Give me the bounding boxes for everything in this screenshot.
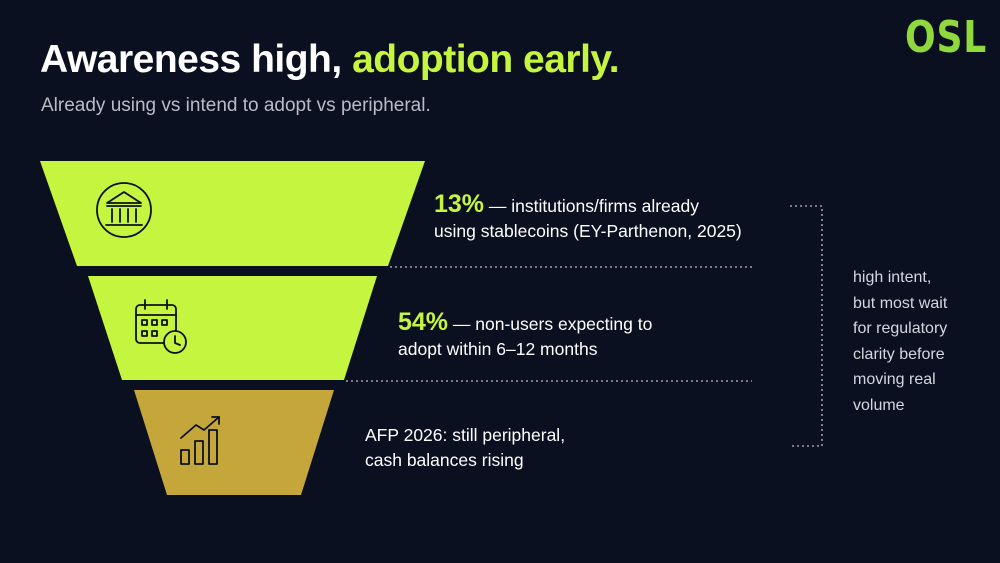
stage-1-percent: 13% bbox=[434, 190, 485, 218]
side-bracket bbox=[790, 205, 823, 447]
side-note: high intent, but most wait for regulator… bbox=[853, 265, 993, 418]
page-subtitle: Already using vs intend to adopt vs peri… bbox=[41, 95, 431, 116]
stage-2-line-1: — non-users expecting to bbox=[452, 314, 653, 334]
stage-2-percent: 54% bbox=[398, 308, 449, 336]
side-note-line: for regulatory bbox=[853, 320, 948, 337]
stage-2-text: 54% — non-users expecting to adopt withi… bbox=[398, 310, 652, 362]
title-accent: adoption early. bbox=[352, 38, 620, 81]
stage-3-line-1: AFP 2026: still peripheral, bbox=[365, 425, 566, 445]
bar-chart-growth-icon bbox=[180, 416, 220, 465]
stage-3-text: AFP 2026: still peripheral, cash balance… bbox=[365, 423, 565, 473]
page-title: Awareness high, adoption early. bbox=[40, 38, 620, 82]
stage-3-line-2: cash balances rising bbox=[365, 450, 524, 470]
stage-1-line-1: — institutions/firms already bbox=[488, 196, 699, 216]
side-note-line: clarity before bbox=[853, 345, 945, 363]
funnel-stage-1 bbox=[40, 161, 425, 266]
title-main: Awareness high, bbox=[40, 38, 342, 81]
bank-icon bbox=[96, 182, 152, 238]
side-note-line: high intent, bbox=[853, 269, 932, 286]
calendar-clock-icon bbox=[135, 299, 187, 354]
stage-1-line-2: using stablecoins (EY-Parthenon, 2025) bbox=[434, 221, 742, 241]
side-note-line: volume bbox=[853, 396, 905, 414]
stage-2-line-2: adopt within 6–12 months bbox=[398, 339, 598, 359]
side-note-line: but most wait bbox=[853, 294, 948, 312]
funnel-stage-2 bbox=[88, 276, 377, 380]
osl-logo: OSL bbox=[905, 12, 988, 63]
stage-1-text: 13% — institutions/firms already using s… bbox=[434, 192, 742, 244]
funnel-stage-3 bbox=[134, 390, 334, 495]
side-note-line: moving real bbox=[853, 371, 936, 388]
